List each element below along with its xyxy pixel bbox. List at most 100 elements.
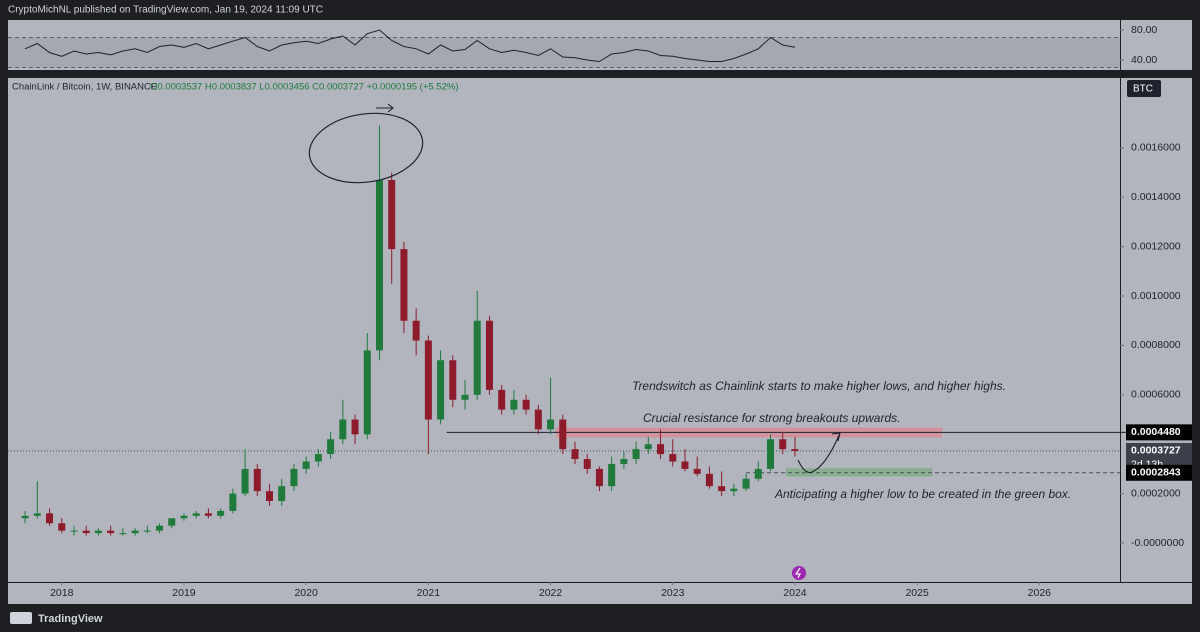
x-tick-label: 2025 bbox=[905, 587, 929, 599]
candle-body bbox=[266, 491, 274, 502]
candle-body bbox=[485, 320, 493, 390]
candle-body bbox=[290, 468, 298, 487]
ohlc: O0.0003537 H0.0003837 L0.0003456 C0.0003… bbox=[150, 82, 459, 93]
annotation: Crucial resistance for strong breakouts … bbox=[643, 411, 900, 425]
candle-body bbox=[522, 399, 530, 410]
y-tick-label: -0.0000000 bbox=[1131, 537, 1184, 549]
candle-body bbox=[693, 468, 701, 474]
candle-body bbox=[742, 478, 750, 489]
rsi-band bbox=[8, 37, 1120, 68]
candle-body bbox=[107, 530, 115, 534]
candle-body bbox=[46, 513, 54, 524]
candle-body bbox=[156, 525, 164, 531]
candle-body bbox=[608, 463, 616, 487]
candle-body bbox=[791, 449, 799, 451]
candle-body bbox=[204, 513, 212, 516]
candle-body bbox=[437, 360, 445, 420]
candle-body bbox=[82, 530, 90, 534]
candle-body bbox=[583, 459, 591, 469]
y-tick-label: 0.0008000 bbox=[1131, 339, 1181, 351]
candle-body bbox=[253, 468, 261, 492]
candle-body bbox=[241, 468, 249, 494]
rsi-tick-label: 40.00 bbox=[1131, 54, 1157, 66]
candle-body bbox=[779, 439, 787, 450]
x-tick-label: 2019 bbox=[172, 587, 196, 599]
candle-body bbox=[192, 513, 200, 516]
candle-body bbox=[669, 454, 677, 462]
x-tick-label: 2022 bbox=[539, 587, 563, 599]
resistance-label: 0.0004480 bbox=[1131, 426, 1181, 438]
annotation: Anticipating a higher low to be created … bbox=[774, 487, 1071, 501]
rsi-tick-label: 80.00 bbox=[1131, 24, 1157, 36]
candle-body bbox=[595, 468, 603, 487]
candle-body bbox=[730, 488, 738, 492]
candle-body bbox=[754, 468, 762, 479]
candle-body bbox=[424, 340, 432, 420]
y-tick-label: 0.0014000 bbox=[1131, 191, 1181, 203]
candle-body bbox=[461, 394, 469, 400]
candle-body bbox=[143, 530, 151, 532]
candle-body bbox=[21, 515, 29, 519]
logo bbox=[10, 612, 32, 624]
candle-body bbox=[229, 493, 237, 511]
x-tick-label: 2018 bbox=[50, 587, 74, 599]
currency-badge bbox=[1127, 80, 1161, 97]
candle-body bbox=[559, 419, 567, 450]
candle-body bbox=[217, 510, 225, 516]
candle-body bbox=[400, 249, 408, 321]
candle-body bbox=[363, 350, 371, 435]
event-icon bbox=[792, 566, 806, 580]
candle-body bbox=[412, 320, 420, 341]
resistance-badge bbox=[1126, 424, 1192, 441]
candle-body bbox=[498, 389, 506, 410]
event-bolt bbox=[794, 567, 801, 579]
x-tick-label: 2021 bbox=[417, 587, 441, 599]
annotation: Trendswitch as Chainlink starts to make … bbox=[632, 379, 1006, 393]
candle-body bbox=[339, 419, 347, 440]
candle-body bbox=[705, 473, 713, 487]
candle-body bbox=[681, 461, 689, 469]
highlight-ellipse bbox=[308, 112, 424, 184]
candle-body bbox=[644, 444, 652, 450]
y-tick-label: 0.0016000 bbox=[1131, 142, 1181, 154]
candle-body bbox=[449, 360, 457, 400]
candle-body bbox=[718, 486, 726, 492]
candle-body bbox=[534, 409, 542, 430]
projection-arrow bbox=[797, 432, 841, 474]
candle-body bbox=[351, 419, 359, 435]
candle-body bbox=[94, 530, 102, 534]
drawings bbox=[308, 103, 841, 580]
candle-body bbox=[58, 523, 66, 531]
candle-body bbox=[131, 530, 139, 534]
x-tick-label: 2020 bbox=[294, 587, 318, 599]
brand: TradingView bbox=[38, 613, 103, 625]
candle-body bbox=[388, 179, 396, 250]
publisher: CryptoMichNL published on TradingView.co… bbox=[8, 5, 323, 16]
candle-body bbox=[70, 530, 78, 532]
price-axis bbox=[1121, 78, 1192, 582]
y-tick-label: 0.0006000 bbox=[1131, 389, 1181, 401]
candle-body bbox=[620, 459, 628, 464]
candle-body bbox=[314, 454, 322, 462]
rsi-line bbox=[24, 29, 796, 63]
candle-body bbox=[510, 399, 518, 410]
candle-body bbox=[632, 449, 640, 460]
candle-body bbox=[473, 320, 481, 395]
candle-body bbox=[168, 518, 176, 526]
symbol: ChainLink / Bitcoin, 1W, BINANCE bbox=[12, 82, 157, 93]
time-axis bbox=[8, 583, 1192, 604]
candle-body bbox=[180, 515, 188, 519]
candle-body bbox=[327, 439, 335, 455]
price-pane bbox=[8, 78, 1120, 582]
candle-body bbox=[767, 439, 775, 469]
x-tick-label: 2023 bbox=[661, 587, 685, 599]
candle-body bbox=[547, 419, 555, 430]
candle-body bbox=[278, 486, 286, 502]
x-tick-label: 2024 bbox=[783, 587, 807, 599]
support-label: 0.0002843 bbox=[1131, 467, 1181, 479]
arrow bbox=[376, 103, 394, 113]
y-tick-label: 0.0010000 bbox=[1131, 290, 1181, 302]
currency: BTC bbox=[1133, 84, 1153, 95]
current-label: 0.0003727 bbox=[1131, 445, 1181, 457]
